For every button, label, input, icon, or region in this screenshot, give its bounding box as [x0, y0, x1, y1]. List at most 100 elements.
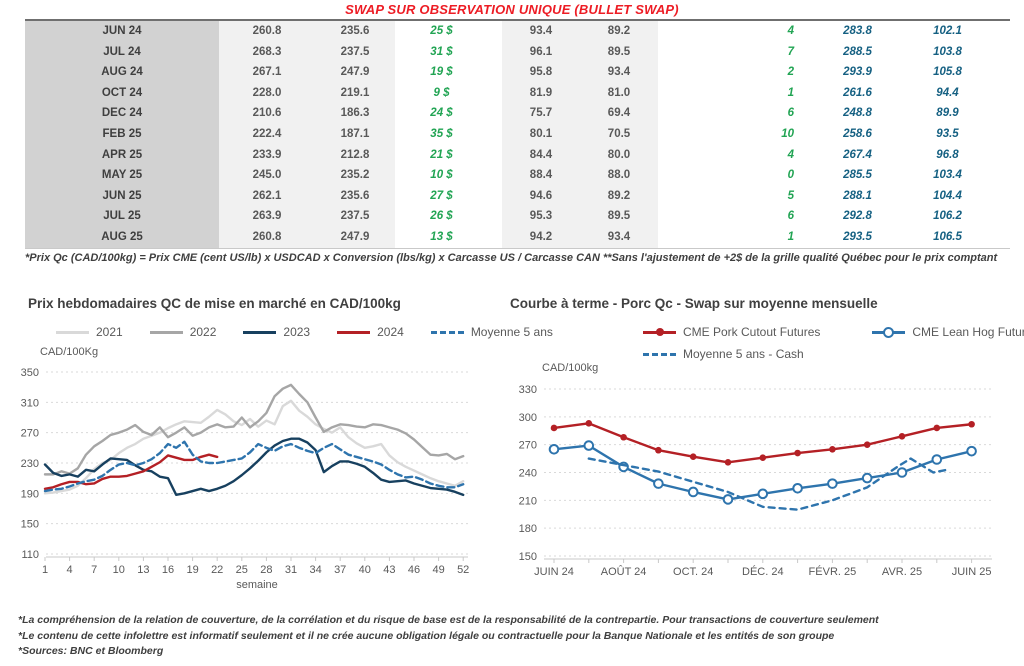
- cell-spacer: [990, 227, 1010, 248]
- cell-month: MAY 25: [25, 165, 219, 186]
- right-chart-title: Courbe à terme - Porc Qc - Swap sur moye…: [510, 296, 878, 311]
- cell-basis-gain: 1: [787, 86, 794, 99]
- open-marker: [792, 482, 803, 494]
- right-chart-unit-label: CAD/100kg: [542, 362, 599, 374]
- cell-index-price: 106.5: [933, 230, 962, 243]
- table-row: JUL 25 263.9 237.5 26 $ 95.3 89.5 6 292.8 106.2: [25, 206, 1010, 227]
- cell-qc-swap: 187.1: [315, 123, 395, 145]
- legend-label: Moyenne 5 ans - Cash: [683, 347, 804, 361]
- table-row: OCT 24 228.0 219.1 9 $ 81.9 81.0 1 261.6 94.4: [25, 82, 1010, 104]
- x-tick-label: 1: [42, 564, 48, 576]
- table-row: JUN 24 260.8 235.6 25 $ 93.4 89.2 4 283.8 102.1: [25, 21, 1010, 42]
- right-chart-legend-row2: Moyenne 5 ans - Cash: [643, 347, 804, 361]
- x-tick-label: 22: [211, 564, 223, 576]
- cell-spacer: [990, 145, 1010, 166]
- bullet-swap-table: JUN 24 260.8 235.6 25 $93.4 89.2 4 283.8 102.1 J…: [25, 19, 1010, 249]
- table-row: JUL 24 268.3 237.5 31 $ 96.1 89.5 7 288.5 103.8: [25, 41, 1010, 63]
- y-tick-label: 240: [519, 468, 537, 480]
- cell-swap-gain: 26 $: [430, 210, 453, 223]
- y-tick-label: 270: [21, 428, 39, 440]
- cell-spacer: [990, 103, 1010, 124]
- cell-spacer: [990, 124, 1010, 145]
- cell-cutout-price: 248.8: [843, 107, 872, 120]
- filled-marker: [794, 449, 801, 457]
- legend-line-icon: [149, 330, 183, 334]
- cell-cutout-price: 267.4: [843, 148, 872, 161]
- y-tick-label: 300: [519, 412, 537, 424]
- legend-item: 2021: [56, 325, 123, 339]
- cell-index-price: 96.8: [936, 148, 959, 161]
- cell-spacer: [990, 206, 1010, 227]
- cell-cutout-price: 292.8: [843, 210, 872, 223]
- legend-label: Moyenne 5 ans: [470, 325, 553, 339]
- disclaimer-footer: *La compréhension de la relation de couv…: [18, 613, 1008, 660]
- cell-index-price: 103.8: [933, 45, 962, 58]
- series-line-2022: [43, 383, 465, 476]
- weekly-price-plot: 110 150 190 230 270 310 350 1 4 7 10 13 16 19 22 25 28 31…: [21, 367, 470, 591]
- cell-hog-swap: 89.5: [580, 41, 658, 63]
- cell-month: DEC 24: [25, 103, 219, 124]
- cell-hog-price: 88.4: [502, 165, 580, 186]
- cell-hog-price: 80.1: [502, 123, 580, 145]
- cell-hog-swap: 88.0: [580, 165, 658, 186]
- cell-swap-gain: 21 $: [430, 148, 453, 161]
- x-tick-label: 28: [260, 564, 272, 576]
- document-title: SWAP SUR OBSERVATION UNIQUE (BULLET SWAP…: [345, 2, 679, 17]
- cell-basis-gain: 7: [787, 45, 794, 58]
- cell-qc-swap: 219.1: [315, 82, 395, 104]
- footer-line: *La compréhension de la relation de couv…: [18, 614, 879, 626]
- open-marker: [687, 486, 699, 498]
- cell-hog-price: 94.6: [502, 185, 580, 207]
- table-footnote: *Prix Qc (CAD/100kg) = Prix CME (cent US…: [25, 252, 998, 264]
- open-marker: [757, 488, 769, 500]
- x-tick-label: 40: [359, 564, 371, 576]
- cell-hog-swap: 89.2: [580, 185, 658, 207]
- open-marker: [827, 478, 838, 489]
- cell-index-price: 105.8: [933, 66, 962, 79]
- x-tick-label: 13: [137, 564, 149, 576]
- cell-cutout-price: 293.5: [843, 230, 872, 243]
- cell-qc-price: 233.9: [219, 144, 315, 166]
- y-tick-label: 230: [21, 458, 39, 470]
- cell-qc-swap: 235.6: [315, 21, 395, 42]
- legend-label: 2023: [283, 325, 311, 339]
- x-tick-label: 37: [334, 564, 346, 576]
- table-row: FEB 25 222.4 187.1 35 $ 80.1 70.5 10 258.6 93.5: [25, 123, 1010, 145]
- table-row: DEC 24 210.6 186.3 24 $ 75.7 69.4 6 248.8 89.9: [25, 103, 1010, 124]
- cell-hog-swap: 80.0: [580, 144, 658, 166]
- y-tick-label: 270: [519, 440, 537, 452]
- series-line-2024: [43, 453, 219, 490]
- cell-index-price: 93.5: [936, 127, 959, 140]
- cell-qc-price: 262.1: [219, 185, 315, 207]
- cell-cutout-price: 293.9: [843, 66, 872, 79]
- cell-month: FEB 25: [25, 123, 219, 145]
- y-tick-label: 330: [519, 384, 537, 396]
- y-tick-label: 210: [519, 495, 537, 507]
- filled-marker: [620, 433, 627, 441]
- x-tick-label: 16: [162, 564, 174, 576]
- y-tick-label: 150: [21, 519, 39, 531]
- cell-qc-swap: 247.9: [315, 62, 395, 83]
- cell-swap-gain: 10 $: [430, 169, 453, 182]
- table-row: AUG 25 260.8 247.9 13 $ 94.2 93.4 1 293.5 106.5: [25, 226, 1010, 248]
- cell-qc-price: 268.3: [219, 41, 315, 63]
- cell-swap-gain: 35 $: [430, 127, 453, 140]
- cell-hog-price: 81.9: [502, 82, 580, 104]
- cell-hog-swap: 70.5: [580, 123, 658, 145]
- cell-basis-gain: 4: [787, 25, 794, 37]
- cell-qc-swap: 235.2: [315, 165, 395, 186]
- cell-month: JUL 24: [25, 41, 219, 63]
- cell-cutout-price: 285.5: [843, 169, 872, 182]
- cell-month: AUG 24: [25, 62, 219, 83]
- filled-circle-marker-icon: [656, 327, 664, 336]
- legend-item: Moyenne 5 ans - Cash: [643, 347, 804, 361]
- cell-hog-price: 93.4: [502, 21, 580, 42]
- cell-qc-swap: 237.5: [315, 206, 395, 227]
- cell-cutout-price: 283.8: [843, 25, 872, 37]
- cell-qc-price: 228.0: [219, 82, 315, 104]
- cell-basis-gain: 6: [787, 107, 794, 120]
- cell-qc-price: 245.0: [219, 165, 315, 186]
- filled-marker: [933, 424, 941, 432]
- x-tick-label: JUIN 25: [952, 566, 992, 578]
- cell-spacer: [990, 21, 1010, 42]
